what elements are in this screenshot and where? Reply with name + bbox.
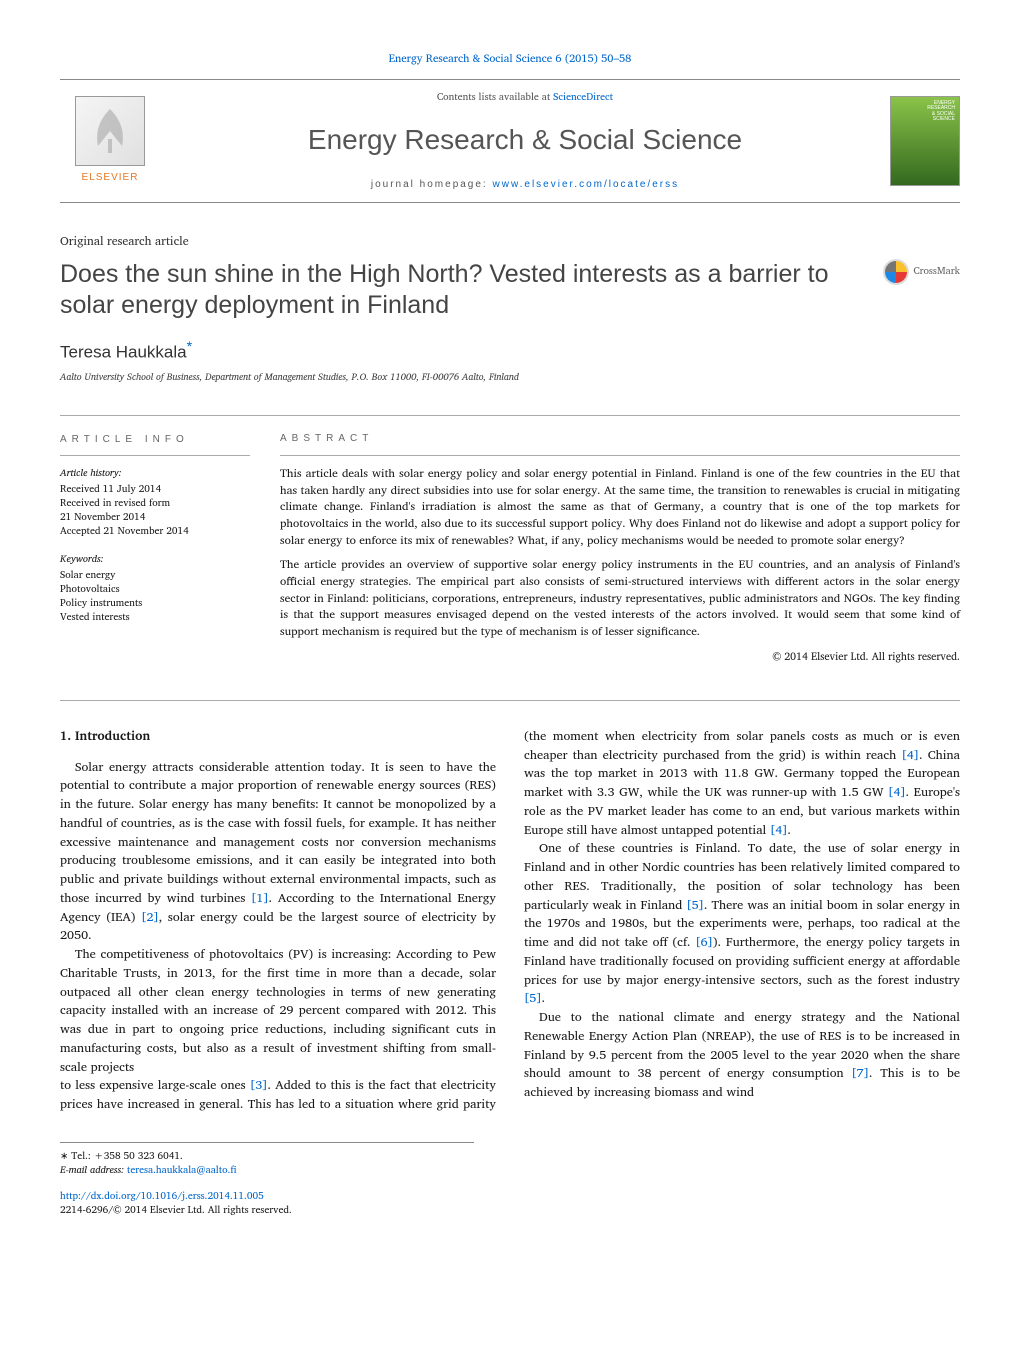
journal-cover-thumbnail: ENERGY RESEARCH & SOCIAL SCIENCE: [890, 96, 960, 186]
elsevier-tree-icon: [75, 96, 145, 166]
ref-4b[interactable]: [4]: [888, 782, 906, 802]
author-affiliation: Aalto University School of Business, Dep…: [60, 371, 960, 385]
abstract-paragraph-1: This article deals with solar energy pol…: [280, 466, 960, 549]
publisher-block: ELSEVIER: [60, 96, 160, 185]
section-divider: [60, 700, 960, 701]
publisher-label: ELSEVIER: [82, 170, 139, 185]
article-type: Original research article: [60, 233, 960, 251]
email-link[interactable]: teresa.haukkala@aalto.fi: [127, 1162, 237, 1178]
journal-citation: Energy Research & Social Science 6 (2015…: [60, 50, 960, 67]
body-p2: The competitiveness of photovoltaics (PV…: [60, 945, 496, 1076]
ref-2[interactable]: [2]: [141, 907, 159, 927]
author-text: Teresa Haukkala: [60, 343, 187, 362]
ref-4a[interactable]: [4]: [901, 745, 919, 765]
revised-line-2: 21 November 2014: [60, 510, 250, 524]
accepted-date: Accepted 21 November 2014: [60, 524, 250, 538]
ref-1[interactable]: [1]: [251, 888, 269, 908]
ref-3[interactable]: [3]: [250, 1075, 268, 1095]
crossmark-label: CrossMark: [913, 264, 960, 279]
crossmark-badge[interactable]: CrossMark: [883, 259, 960, 285]
body-text: 1. Introduction Solar energy attracts co…: [60, 727, 960, 1114]
keyword-1: Solar energy: [60, 568, 250, 582]
cover-line-4: SCIENCE: [933, 117, 955, 123]
body-p3e: .: [788, 820, 792, 840]
received-date: Received 11 July 2014: [60, 482, 250, 496]
ref-4c[interactable]: [4]: [770, 820, 788, 840]
article-info-column: article info Article history: Received 1…: [60, 432, 250, 663]
ref-5b[interactable]: [5]: [524, 988, 542, 1008]
footnotes: ∗ Tel.: +358 50 323 6041. E-mail address…: [60, 1142, 474, 1217]
keyword-2: Photovoltaics: [60, 582, 250, 596]
issn-copyright: 2214-6296/© 2014 Elsevier Ltd. All right…: [60, 1203, 474, 1217]
keyword-4: Vested interests: [60, 610, 250, 624]
author-marker: *: [187, 339, 193, 355]
journal-title: Energy Research & Social Science: [160, 119, 890, 161]
body-p1a: Solar energy attracts considerable atten…: [60, 757, 496, 908]
body-p4d: .: [542, 988, 546, 1008]
body-p3a: to less expensive large-scale ones: [60, 1075, 250, 1095]
author-name: Teresa Haukkala*: [60, 337, 960, 365]
abstract-column: abstract This article deals with solar e…: [280, 432, 960, 663]
ref-7[interactable]: [7]: [851, 1063, 869, 1083]
keywords-label: Keywords:: [60, 552, 250, 566]
article-info-heading: article info: [60, 432, 250, 456]
corresponding-tel: ∗ Tel.: +358 50 323 6041.: [60, 1149, 474, 1163]
revised-line-1: Received in revised form: [60, 496, 250, 510]
abstract-heading: abstract: [280, 432, 960, 456]
section-heading-intro: 1. Introduction: [60, 727, 496, 746]
article-title: Does the sun shine in the High North? Ve…: [60, 259, 883, 322]
abstract-paragraph-2: The article provides an overview of supp…: [280, 557, 960, 640]
crossmark-icon: [883, 259, 909, 285]
journal-banner: ELSEVIER Contents lists available at Sci…: [60, 79, 960, 203]
corresponding-email-line: E-mail address: teresa.haukkala@aalto.fi: [60, 1163, 474, 1177]
keyword-3: Policy instruments: [60, 596, 250, 610]
body-p1: Solar energy attracts considerable atten…: [60, 758, 496, 946]
homepage-link[interactable]: www.elsevier.com/locate/erss: [493, 179, 680, 190]
body-p4: One of these countries is Finland. To da…: [524, 839, 960, 1008]
history-label: Article history:: [60, 466, 250, 480]
journal-homepage: journal homepage: www.elsevier.com/locat…: [160, 177, 890, 192]
body-p5: Due to the national climate and energy s…: [524, 1008, 960, 1102]
sciencedirect-link[interactable]: ScienceDirect: [553, 89, 613, 105]
abstract-copyright: © 2014 Elsevier Ltd. All rights reserved…: [280, 649, 960, 664]
contents-prefix: Contents lists available at: [437, 89, 553, 105]
email-label: E-mail address:: [60, 1162, 127, 1178]
homepage-prefix: journal homepage:: [371, 179, 493, 190]
ref-5a[interactable]: [5]: [686, 895, 704, 915]
contents-line: Contents lists available at ScienceDirec…: [160, 90, 890, 105]
ref-6[interactable]: [6]: [695, 932, 713, 952]
